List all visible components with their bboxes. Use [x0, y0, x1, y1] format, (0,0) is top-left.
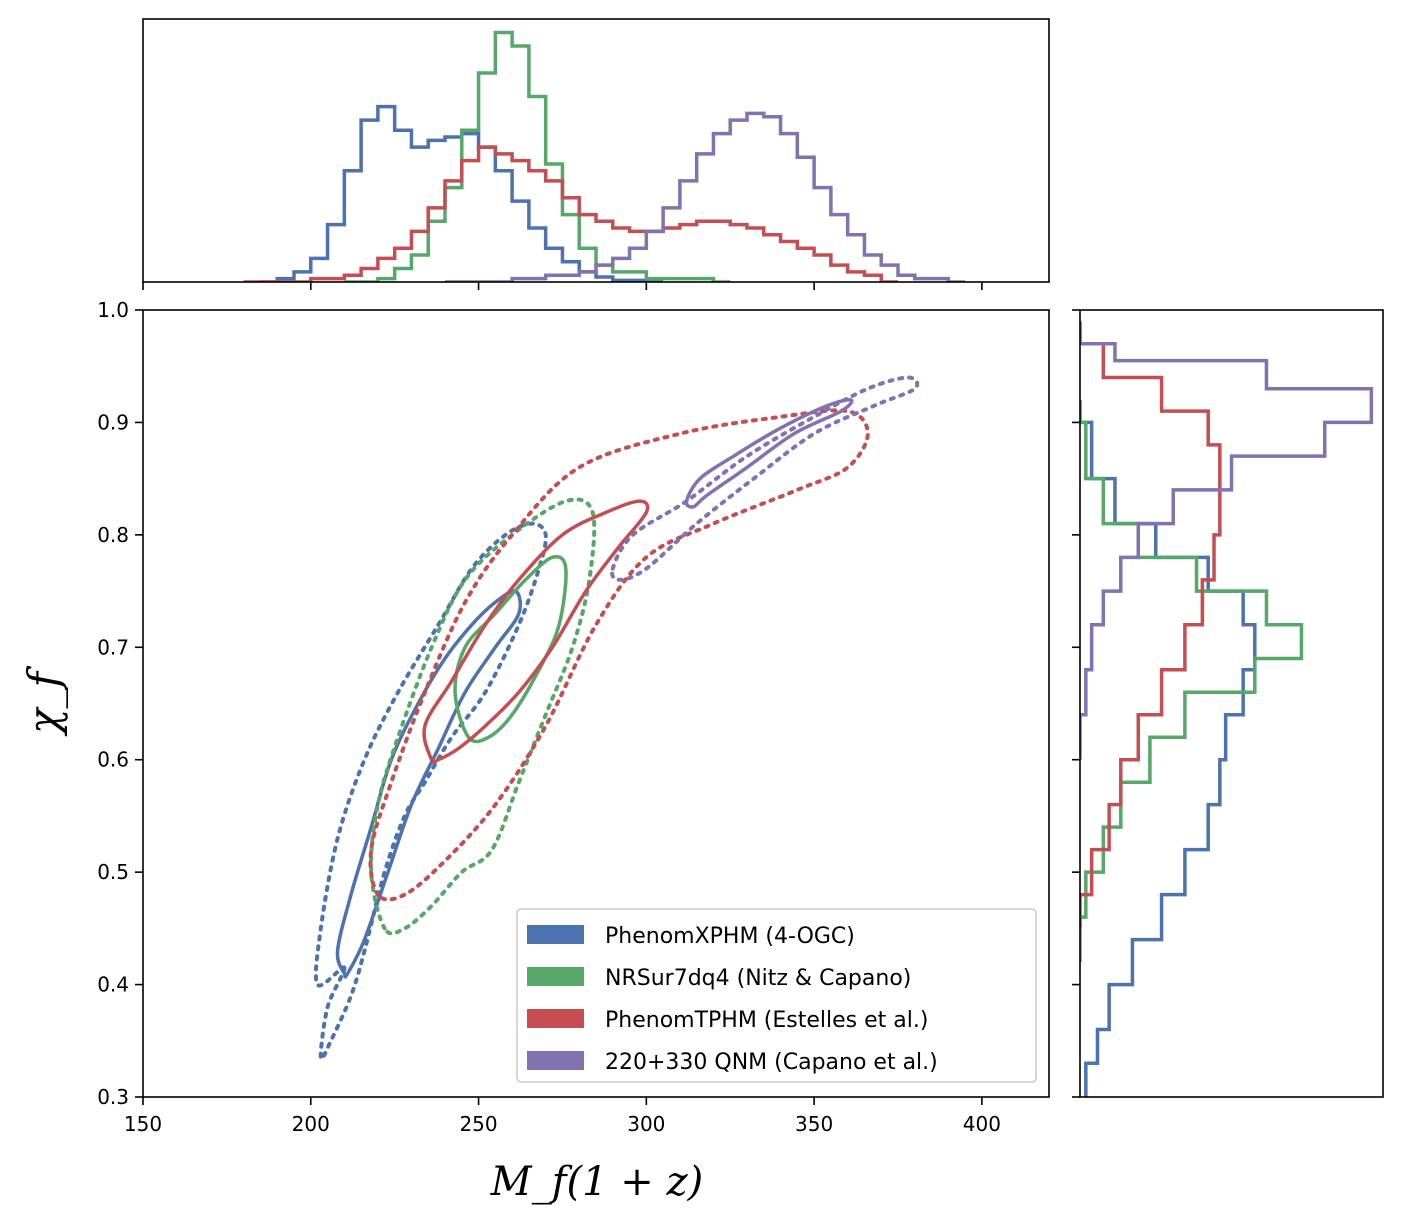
legend-swatch: [527, 925, 584, 944]
top-axes-frame: [142, 18, 1050, 283]
x-tick-label: 250: [459, 1112, 497, 1136]
joint-contour-plot: 150 200 250 300 350 400 0.3 0.4 0.5 0.6 0.7 0.8 0.9 1…: [97, 298, 1050, 1136]
x-tick-label: 400: [963, 1112, 1001, 1136]
top-marginal-histogram: [142, 18, 1050, 290]
main-axes-frame: [142, 309, 1050, 1098]
y-tick-label: 0.6: [97, 748, 129, 772]
y-tick-label: 0.9: [97, 410, 129, 434]
contour-50-phenomtphm-estelles-et-al: [422, 499, 650, 765]
y-axis-title: χ_f: [19, 666, 68, 737]
legend-swatch: [527, 1009, 584, 1028]
marginal-y-phenomxphm-4-ogc: [1080, 399, 1257, 1097]
legend: PhenomXPHM (4-OGC) NRSur7dq4 (Nitz & Capa…: [516, 908, 1037, 1083]
contour-90-phenomtphm-estelles-et-al: [368, 408, 870, 902]
contour-50-nrsur7dq4-nitz-capano: [453, 554, 568, 744]
contour-90-phenomxphm-4-ogc: [313, 521, 548, 1061]
y-tick-label: 0.8: [97, 523, 129, 547]
contour-90-220-330-qnm-capano-et-al: [610, 375, 920, 582]
marginal-x-nrsur7dq4-nitz-capano: [344, 30, 731, 282]
x-tick-label: 350: [795, 1112, 833, 1136]
legend-label: NRSur7dq4 (Nitz & Capano): [605, 966, 911, 991]
legend-label: PhenomTPHM (Estelles et al.): [605, 1008, 928, 1033]
marginal-x-phenomtphm-estelles-et-al: [243, 145, 898, 282]
y-tick-label: 0.7: [97, 635, 129, 659]
contour-90-nrsur7dq4-nitz-capano: [368, 497, 597, 936]
marginal-x-phenomxphm-4-ogc: [260, 104, 664, 282]
contour-50-220-330-qnm-capano-et-al: [684, 397, 854, 509]
legend-swatch: [527, 967, 584, 986]
marginal-y-phenomtphm-estelles-et-al: [1080, 321, 1222, 929]
y-tick-label: 0.3: [97, 1085, 129, 1109]
x-axis-title: M_f(1 + z): [490, 1159, 703, 1205]
right-axes-frame: [1079, 309, 1384, 1098]
top-hist-layer: [243, 30, 966, 282]
x-tick-label: 300: [627, 1112, 665, 1136]
y-tick-label: 1.0: [97, 298, 129, 322]
x-tick-label: 200: [292, 1112, 330, 1136]
marginal-y-220-330-qnm-capano-et-al: [1080, 321, 1374, 760]
legend-label: PhenomXPHM (4-OGC): [605, 924, 855, 949]
legend-swatch: [527, 1051, 584, 1070]
marginal-x-220-330-qnm-capano-et-al: [445, 111, 966, 282]
y-tick-label: 0.4: [97, 973, 129, 997]
contour-layer: [313, 375, 920, 1061]
x-tick-label: 150: [124, 1112, 162, 1136]
right-hist-layer: [1080, 321, 1374, 1097]
legend-label: 220+330 QNM (Capano et al.): [605, 1050, 938, 1075]
y-tick-label: 0.5: [97, 860, 129, 884]
right-marginal-histogram: [1072, 309, 1384, 1098]
legend-box: [516, 908, 1037, 1083]
